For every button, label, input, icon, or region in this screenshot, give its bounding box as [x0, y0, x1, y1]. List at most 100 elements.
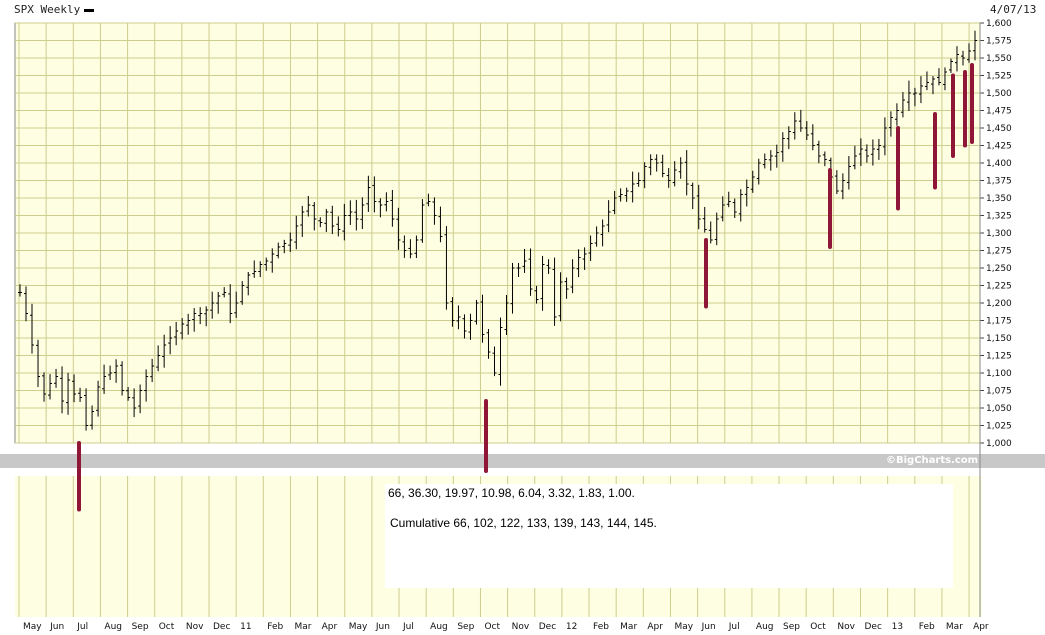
price-bar: [834, 170, 839, 195]
price-bar: [36, 339, 41, 387]
price-bar: [936, 68, 941, 86]
price-bar: [492, 346, 497, 377]
price-bar: [72, 374, 77, 403]
price-bar: [882, 117, 887, 156]
y-tick-label: 1,125: [986, 352, 1012, 362]
price-bar: [612, 190, 617, 215]
price-bar: [168, 326, 173, 355]
price-bar: [132, 388, 137, 418]
price-bar: [954, 46, 959, 72]
price-bar: [720, 196, 725, 222]
x-tick-label: Jul: [728, 622, 740, 632]
price-bar: [660, 154, 665, 178]
price-bar: [738, 189, 743, 222]
y-tick-label: 1,450: [986, 124, 1012, 134]
price-bar: [522, 248, 527, 273]
x-tick-label: Mar: [946, 622, 963, 632]
y-tick-label: 1,500: [986, 89, 1012, 99]
x-tick-label: Dec: [213, 622, 230, 632]
x-tick-label: Apr: [322, 622, 338, 632]
price-bar: [558, 272, 563, 322]
price-bar: [336, 216, 341, 237]
y-tick-label: 1,400: [986, 159, 1012, 169]
price-bar: [288, 232, 293, 253]
price-bar: [324, 208, 329, 233]
price-bar: [804, 121, 809, 141]
x-tick-label: Aug: [756, 622, 774, 632]
price-bar: [462, 314, 467, 339]
y-tick-label: 1,300: [986, 229, 1012, 239]
price-bar: [276, 242, 281, 259]
price-bar: [180, 318, 185, 340]
price-bar: [696, 184, 701, 230]
price-bar: [756, 158, 761, 185]
y-tick-label: 1,325: [986, 212, 1012, 222]
price-bar: [888, 111, 893, 137]
price-bar: [973, 30, 977, 61]
x-tick-label: Sep: [132, 622, 149, 632]
y-tick-label: 1,475: [986, 107, 1012, 117]
price-bar: [306, 195, 311, 217]
x-tick-label: Dec: [539, 622, 556, 632]
price-bar: [504, 294, 509, 336]
price-bar: [144, 369, 149, 402]
price-bar: [582, 247, 587, 270]
price-bar: [318, 217, 323, 228]
price-bar: [534, 285, 539, 304]
price-bar: [774, 144, 779, 168]
price-bar: [708, 221, 713, 244]
price-bar: [264, 257, 269, 271]
y-tick-label: 1,175: [986, 317, 1012, 327]
x-tick-label: Jun: [701, 622, 716, 632]
price-bar: [438, 206, 443, 243]
price-bar: [858, 138, 863, 166]
x-tick-label: May: [23, 622, 42, 632]
price-bar: [762, 153, 767, 169]
x-tick-label: Nov: [512, 622, 530, 632]
x-tick-label: Apr: [973, 622, 989, 632]
price-bar: [48, 374, 53, 400]
x-tick-label: Jun: [375, 622, 390, 632]
x-tick-label: Sep: [457, 622, 474, 632]
price-bar: [156, 345, 161, 372]
price-bar: [552, 257, 557, 326]
price-bar: [546, 259, 551, 274]
y-tick-label: 1,350: [986, 194, 1012, 204]
price-bar: [450, 297, 455, 327]
x-tick-label: Dec: [864, 622, 881, 632]
price-bar: [636, 172, 641, 187]
price-bar: [606, 200, 611, 233]
price-bar: [162, 334, 167, 368]
price-bar: [840, 173, 845, 200]
credit-watermark: ©BigCharts.com: [886, 455, 979, 466]
y-tick-label: 1,550: [986, 54, 1012, 64]
price-bar: [702, 206, 707, 233]
price-bar: [312, 202, 317, 231]
price-bar: [618, 188, 623, 202]
y-tick-label: 1,575: [986, 37, 1012, 47]
price-bar: [510, 262, 515, 314]
price-bar: [642, 162, 647, 189]
price-bar: [624, 187, 629, 202]
price-bar: [60, 366, 65, 414]
x-tick-label: May: [349, 622, 368, 632]
price-bar: [384, 192, 389, 212]
price-bar: [780, 132, 785, 162]
y-tick-label: 1,275: [986, 247, 1012, 257]
price-bar: [90, 405, 95, 430]
price-bar: [420, 199, 425, 243]
price-bar: [252, 260, 257, 278]
price-bar: [684, 150, 689, 196]
price-bar: [402, 235, 407, 258]
x-tick-label: Apr: [647, 622, 663, 632]
price-bar: [924, 71, 929, 91]
price-bar: [678, 157, 683, 179]
price-bar: [966, 43, 971, 63]
price-bar: [114, 359, 119, 383]
price-bar: [822, 151, 827, 167]
price-bar: [342, 203, 347, 241]
price-bar: [18, 284, 22, 297]
price-bar: [24, 286, 29, 322]
price-bar: [870, 139, 875, 166]
price-bar: [84, 388, 89, 431]
